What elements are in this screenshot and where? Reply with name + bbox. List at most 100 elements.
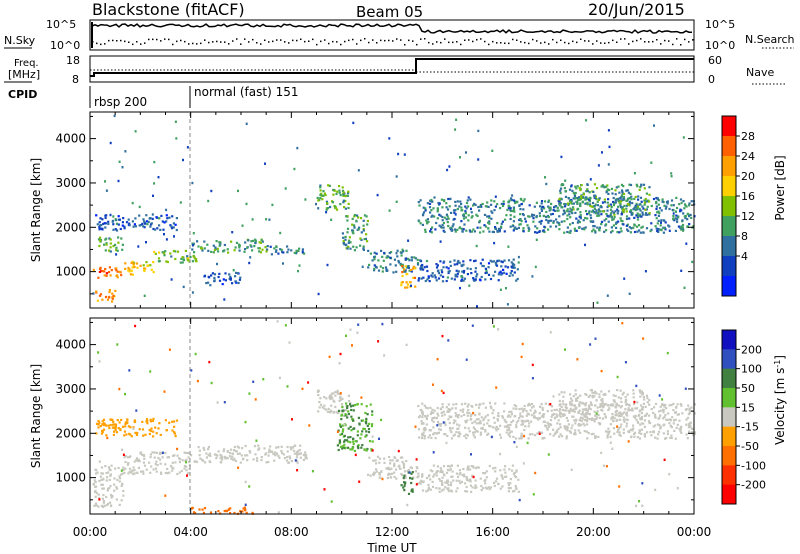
data-cell (181, 261, 184, 264)
noise-cell (191, 181, 194, 185)
data-cell (636, 212, 639, 215)
data-cell (507, 259, 511, 262)
data-cell (99, 425, 102, 428)
data-cell (228, 455, 232, 458)
data-cell (486, 215, 489, 218)
data-cell (342, 424, 345, 427)
data-cell (479, 431, 483, 434)
data-cell (664, 207, 667, 210)
data-cell (360, 446, 363, 449)
data-cell (319, 197, 322, 200)
data-cell (559, 202, 562, 205)
data-cell (164, 250, 167, 253)
data-cell (441, 215, 444, 219)
data-cell (116, 276, 119, 279)
data-cell (588, 191, 591, 194)
data-cell (545, 218, 548, 222)
noise-search-dot (236, 38, 238, 40)
data-cell (482, 230, 485, 233)
data-cell (304, 451, 307, 454)
data-cell (573, 404, 577, 407)
data-cell (319, 397, 322, 400)
data-cell (554, 431, 557, 434)
data-cell (467, 479, 470, 482)
data-cell (332, 411, 335, 414)
data-cell (664, 228, 667, 231)
data-cell (443, 216, 446, 219)
data-cell (133, 420, 137, 423)
noise-cell (207, 199, 210, 203)
data-cell (571, 409, 574, 412)
data-cell (466, 273, 469, 276)
noise-cell (153, 182, 156, 185)
noise-cell (447, 339, 450, 342)
data-cell (613, 213, 616, 216)
data-cell (591, 230, 594, 233)
data-cell (239, 461, 242, 464)
data-cell (612, 211, 615, 214)
data-cell (132, 225, 135, 228)
data-cell (443, 230, 446, 233)
data-cell (462, 213, 465, 216)
data-cell (105, 237, 108, 240)
data-cell (553, 408, 556, 412)
data-cell (124, 460, 127, 464)
data-cell (645, 412, 648, 415)
data-cell (428, 206, 432, 209)
noise-cell (490, 435, 493, 439)
data-cell (229, 448, 233, 451)
data-cell (140, 470, 143, 473)
data-cell (377, 269, 381, 272)
data-cell (116, 270, 119, 273)
noise-search-dot (284, 41, 286, 43)
data-cell (461, 474, 464, 477)
data-cell (687, 426, 690, 429)
data-cell (383, 251, 386, 255)
data-cell (141, 222, 144, 225)
data-cell (453, 419, 456, 422)
noise-cell (512, 264, 515, 267)
data-cell (452, 403, 455, 406)
noise-cell (377, 340, 380, 343)
data-cell (197, 446, 200, 449)
data-cell (447, 267, 450, 270)
data-cell (98, 224, 102, 227)
data-cell (686, 416, 690, 419)
data-cell (565, 406, 568, 410)
data-cell (373, 255, 376, 259)
data-cell (358, 423, 361, 426)
data-cell (540, 207, 543, 210)
data-cell (329, 409, 332, 412)
data-cell (680, 209, 683, 212)
noise-search-dot (388, 39, 390, 42)
data-cell (566, 419, 569, 422)
data-cell (446, 479, 449, 482)
data-cell (603, 198, 606, 201)
data-cell (531, 214, 534, 218)
noise-cell (633, 172, 636, 175)
data-cell (632, 396, 635, 399)
noise-cell (621, 322, 624, 325)
noise-cell (535, 238, 538, 241)
noise-cell (415, 458, 418, 461)
data-cell (449, 484, 453, 487)
noise-search-dot (524, 41, 526, 44)
data-cell (344, 199, 347, 203)
data-cell (656, 211, 659, 214)
data-cell (467, 465, 470, 468)
noise-search-dot (476, 39, 478, 41)
data-cell (508, 435, 512, 438)
data-cell (138, 460, 141, 463)
data-cell (158, 217, 161, 220)
noise-cell (468, 284, 471, 287)
noise-cell (176, 447, 179, 451)
noise-search-dot (640, 38, 642, 40)
data-cell (510, 199, 513, 202)
data-cell (259, 251, 263, 254)
data-cell (690, 216, 693, 219)
data-cell (462, 279, 465, 282)
data-cell (109, 250, 112, 253)
data-cell (395, 270, 398, 273)
data-cell (345, 215, 348, 218)
